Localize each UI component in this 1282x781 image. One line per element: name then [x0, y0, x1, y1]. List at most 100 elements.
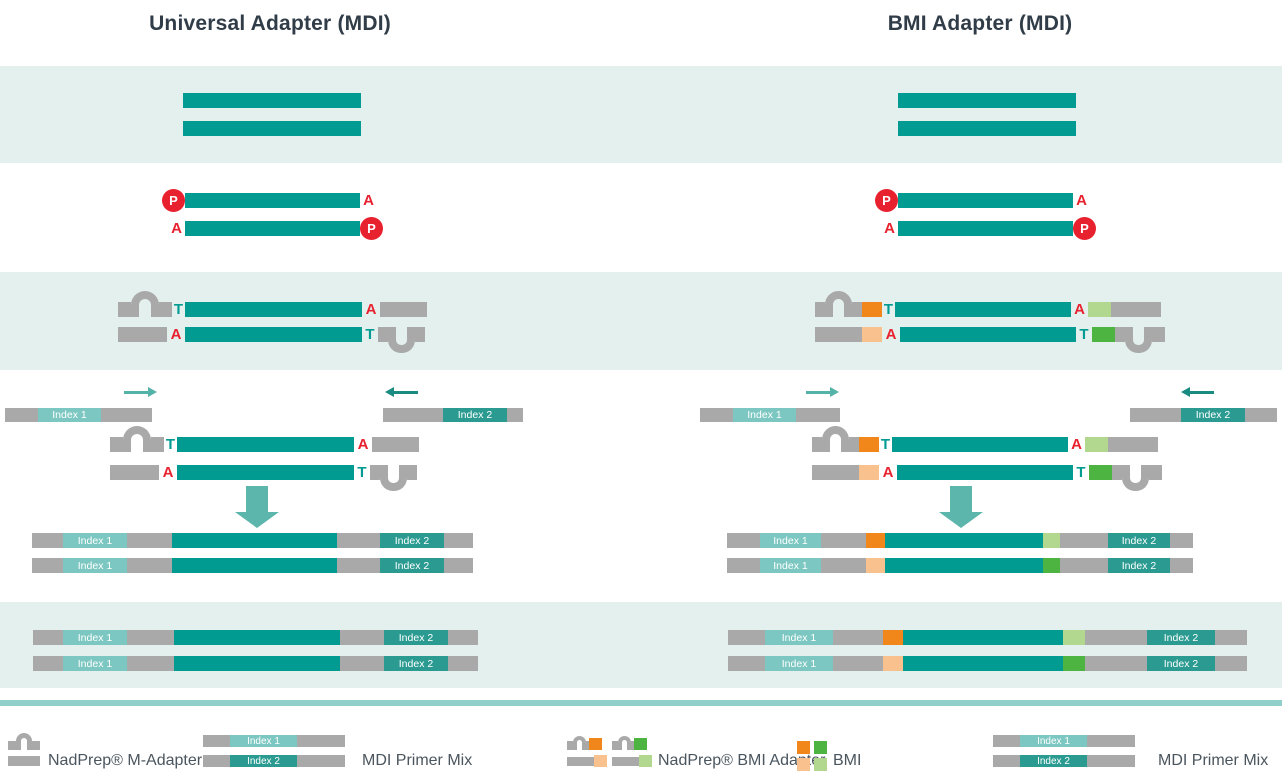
insert-segment [177, 437, 354, 452]
base-t-label: T [357, 464, 367, 481]
bmi-block-orange [862, 302, 882, 317]
adapter-segment [372, 437, 419, 452]
base-a-label: A [1074, 301, 1085, 318]
insert-segment [892, 437, 1068, 452]
index1-segment: Index 1 [760, 558, 821, 573]
adapter-segment [812, 465, 859, 480]
primer-index2: Index 2 [383, 408, 523, 422]
index2-segment: Index 2 [380, 533, 444, 548]
adapter-segment [415, 327, 425, 342]
adapter-segment [812, 437, 822, 452]
index2-segment: Index 2 [443, 408, 507, 422]
adapter-segment [127, 630, 174, 645]
base-a-label: A [885, 326, 897, 343]
primer-segment [1087, 755, 1135, 767]
primer-segment [297, 755, 345, 767]
base-a-label: A [162, 464, 174, 481]
legend-mdi-primer-mix-label: MDI Primer Mix [1158, 752, 1269, 769]
adapter-segment [849, 437, 859, 452]
primer-segment [700, 408, 733, 422]
insert-bar [185, 193, 360, 208]
insert-segment [172, 558, 337, 573]
base-a-label: A [1071, 436, 1082, 453]
library-strand: Index 1 Index 2 [32, 558, 473, 573]
primer-segment [1087, 735, 1135, 747]
index1-segment: Index 1 [63, 630, 127, 645]
phosphate-badge: P [162, 189, 185, 212]
index2-segment: Index 2 [1020, 755, 1087, 767]
adapter-segment [1112, 465, 1122, 480]
index1-segment: Index 1 [760, 533, 821, 548]
bmi-adapter-legend-icon [612, 733, 652, 767]
base-t-label: T [880, 436, 891, 453]
adapter-segment [407, 465, 417, 480]
adapter-segment [728, 630, 765, 645]
m-adapter-arm [118, 291, 172, 317]
adapter-segment [110, 465, 159, 480]
index2-segment: Index 2 [1108, 533, 1170, 548]
insert-segment [897, 465, 1073, 480]
adapter-segment [127, 558, 172, 573]
bmi-square-orange [797, 741, 810, 754]
legend-m-adapter-label: NadPrep® M-Adapter [48, 752, 203, 769]
a-tailed-strand-bottom: A P [881, 217, 1096, 240]
adapter-segment [1170, 533, 1193, 548]
insert-segment [174, 656, 340, 671]
adapter-segment [33, 656, 63, 671]
bmi-adapter-arm [815, 291, 862, 317]
bmi-blocks-legend-icon [797, 741, 827, 771]
adapter-segment [821, 533, 866, 548]
bmi-block-green [1043, 558, 1060, 573]
primer-segment [383, 408, 443, 422]
reverse-primer-arrow-icon [385, 387, 418, 397]
primer-index1: Index 1 [700, 408, 840, 422]
band-input-dna [0, 66, 1282, 163]
adapter-segment [127, 533, 172, 548]
base-t-label: T [173, 301, 184, 318]
adapter-segment [32, 533, 63, 548]
index2-segment: Index 2 [230, 755, 297, 767]
index1-segment: Index 1 [733, 408, 796, 422]
insert-segment [900, 327, 1076, 342]
pcr-down-arrow-icon [939, 486, 983, 528]
adapter-segment [815, 302, 825, 317]
dna-fragment-bar [183, 121, 361, 136]
reverse-primer-arrow-icon [1181, 387, 1214, 397]
bmi-square-lightgreen [814, 758, 827, 771]
a-tailed-strand-top: P A [162, 189, 377, 212]
adapter-segment [340, 656, 384, 671]
base-a-label: A [170, 326, 182, 343]
bmi-adapter-loop-icon [1122, 465, 1149, 491]
base-t-label: T [1076, 464, 1086, 481]
primer-segment [507, 408, 523, 422]
index2-segment: Index 2 [1147, 630, 1215, 645]
index1-segment: Index 1 [63, 533, 127, 548]
library-strand: Index 1 Index 2 [33, 630, 478, 645]
insert-segment [903, 656, 1063, 671]
ligated-molecule-top: T A [815, 291, 1161, 318]
library-strand: Index 1 Index 2 [32, 533, 473, 548]
adapter-segment [444, 533, 473, 548]
phosphate-badge: P [1073, 217, 1096, 240]
adapter-segment [1060, 558, 1108, 573]
bmi-block-green [1089, 465, 1112, 480]
adapter-segment [1215, 656, 1247, 671]
bmi-adapter-legend-icon [567, 733, 607, 767]
index2-segment: Index 2 [1147, 656, 1215, 671]
bmi-adapter-loop-icon [825, 291, 852, 317]
adapter-segment [337, 533, 380, 548]
legend-mdi-primer-mix-label: MDI Primer Mix [362, 752, 473, 769]
phosphate-badge: P [360, 217, 383, 240]
ligated-molecule-bottom: A T [118, 326, 425, 353]
bmi-block-lightgreen [1088, 302, 1111, 317]
primer-segment [993, 755, 1020, 767]
adapter-segment [378, 327, 388, 342]
bmi-block-green [1063, 656, 1085, 671]
library-strand: Index 1 Index 2 [728, 630, 1247, 645]
bmi-adapter-arm [1115, 327, 1165, 353]
primer-segment [297, 735, 345, 747]
adapter-segment [1108, 437, 1158, 452]
base-t-label: T [165, 436, 176, 453]
bmi-block-lightgreen [1043, 533, 1060, 548]
bmi-block-green [1092, 327, 1115, 342]
